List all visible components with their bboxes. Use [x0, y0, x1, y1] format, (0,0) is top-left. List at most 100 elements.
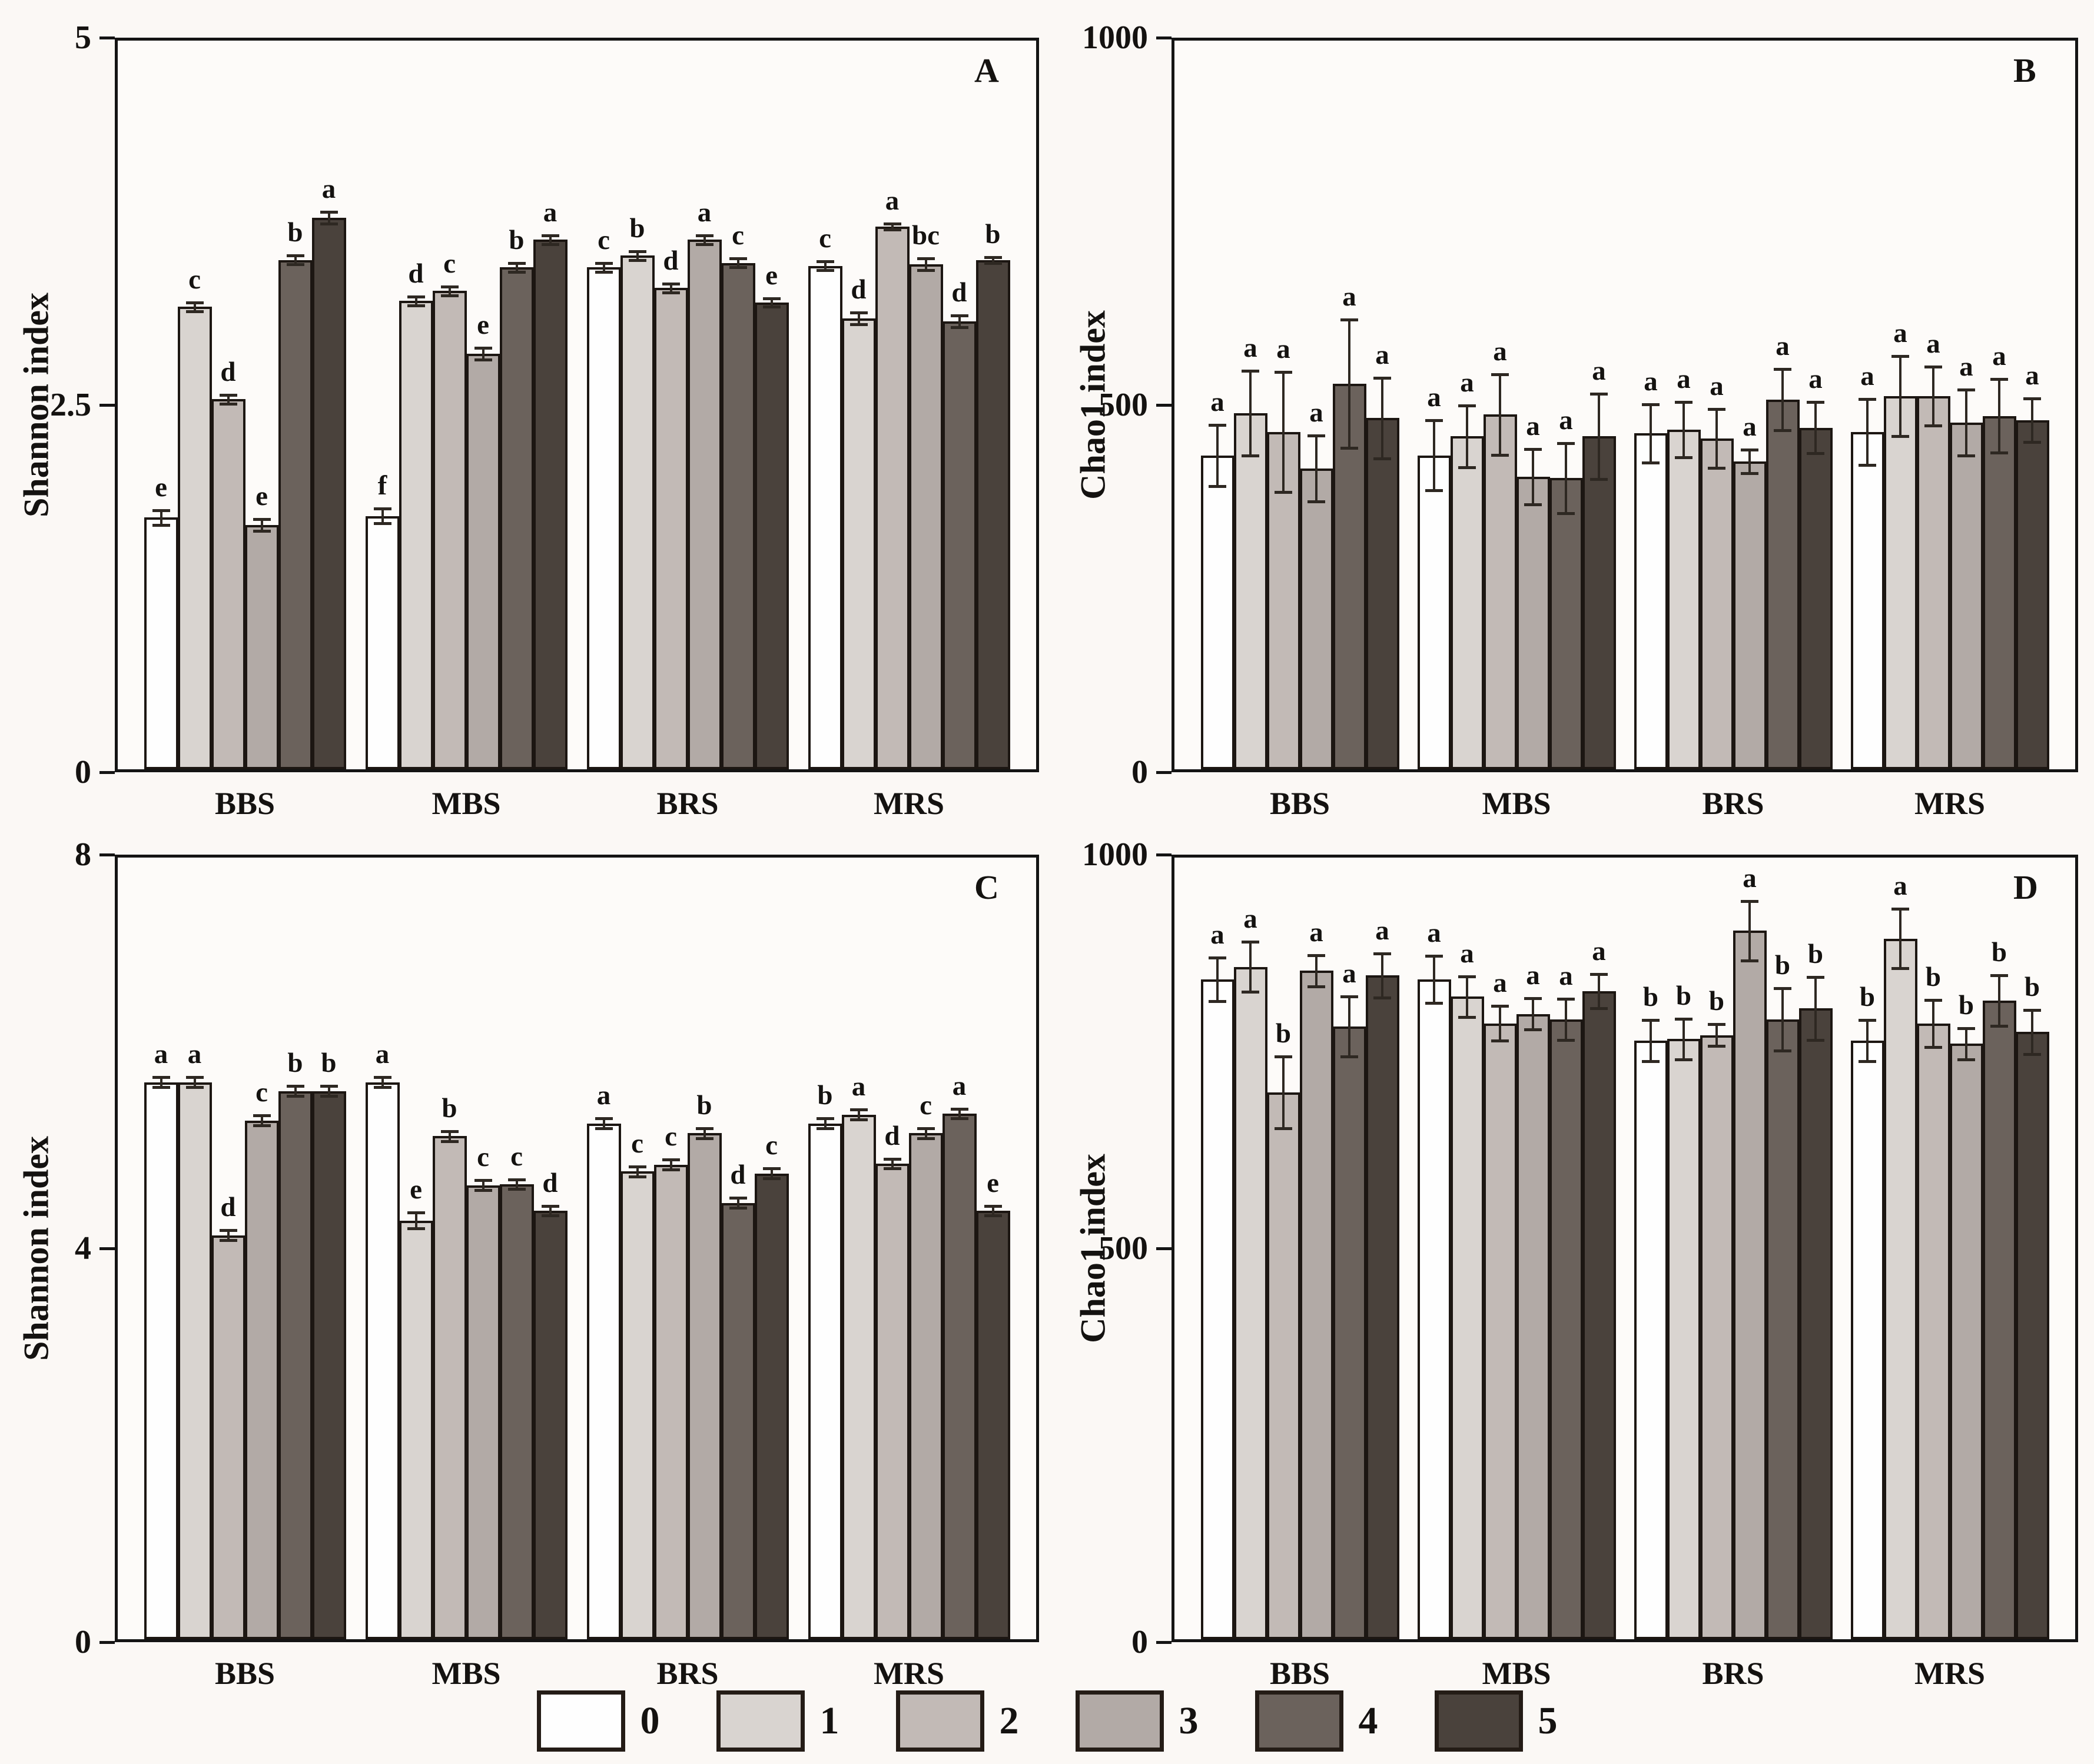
bar-D-MBS-1 — [1451, 996, 1484, 1639]
error-bar-cap — [1590, 477, 1608, 481]
error-bar-cap — [440, 285, 459, 288]
significance-letter: a — [1460, 367, 1474, 398]
error-bar-cap — [1275, 1055, 1292, 1058]
error-bar — [1932, 999, 1934, 1047]
error-bar-cap — [541, 242, 559, 246]
significance-letter: b — [1925, 961, 1942, 992]
significance-letter: e — [410, 1174, 422, 1205]
bar-A-BRS-2 — [654, 288, 688, 769]
error-bar-cap — [1458, 466, 1476, 469]
error-bar-cap — [253, 529, 271, 533]
error-bar-cap — [1774, 1049, 1791, 1053]
error-bar-cap — [1242, 991, 1259, 994]
significance-letter: a — [375, 1039, 390, 1070]
error-bar — [1682, 1018, 1685, 1059]
error-bar-cap — [1425, 954, 1443, 958]
legend-item-5: 5 — [1434, 1690, 1558, 1752]
error-bar-cap — [1859, 463, 1876, 467]
bar-C-BRS-3 — [688, 1133, 722, 1639]
error-bar-cap — [1990, 974, 2008, 978]
bar-B-BRS-2 — [1700, 438, 1734, 769]
panel-c-xtick-BRS: BRS — [656, 1656, 719, 1691]
error-bar-cap — [1425, 1001, 1443, 1005]
panel-c-ytick-label: 8 — [75, 836, 91, 873]
error-bar — [1249, 941, 1252, 992]
error-bar-cap — [1275, 371, 1292, 374]
bar-D-MRS-0 — [1851, 1040, 1884, 1639]
error-bar — [669, 283, 672, 293]
error-bar — [1748, 449, 1751, 473]
legend-label-1: 1 — [819, 1699, 839, 1742]
error-bar — [448, 1131, 451, 1141]
error-bar — [1216, 957, 1219, 1002]
bar-A-MRS-2 — [875, 226, 910, 769]
bar-C-MRS-5 — [976, 1210, 1010, 1639]
error-bar-cap — [1307, 954, 1325, 957]
panel-b-xtick-BBS: BBS — [1269, 786, 1330, 821]
error-bar-cap — [2023, 441, 2041, 444]
panel-a-ytick-label: 2.5 — [50, 387, 91, 423]
error-bar — [193, 302, 196, 311]
error-bar — [1781, 988, 1784, 1051]
bar-D-MRS-5 — [2016, 1032, 2049, 1639]
bar-D-MBS-5 — [1582, 991, 1616, 1639]
error-bar-cap — [628, 1165, 646, 1168]
error-bar-cap — [762, 1167, 781, 1171]
error-bar-cap — [1491, 453, 1509, 457]
error-bar-cap — [1891, 967, 1909, 971]
panel-c-xtick-MRS: MRS — [874, 1656, 944, 1691]
significance-letter: d — [542, 1167, 558, 1198]
significance-letter: a — [1309, 397, 1323, 428]
significance-letter: b — [1275, 1018, 1292, 1049]
error-bar — [260, 519, 263, 531]
error-bar — [636, 1166, 639, 1177]
bar-B-BRS-1 — [1667, 430, 1701, 769]
error-bar — [1715, 1024, 1718, 1047]
error-bar — [1748, 901, 1751, 961]
error-bar-cap — [1373, 376, 1391, 380]
significance-letter: d — [220, 356, 236, 387]
legend-label-0: 0 — [640, 1699, 660, 1742]
significance-letter: b — [1859, 982, 1876, 1013]
bar-D-MBS-3 — [1516, 1014, 1550, 1639]
bar-B-BRS-5 — [1799, 427, 1833, 769]
legend-swatch-2 — [895, 1690, 984, 1752]
error-bar — [482, 1180, 484, 1190]
bar-D-BBS-1 — [1234, 966, 1267, 1639]
error-bar-cap — [1642, 1059, 1660, 1063]
bar-C-BBS-1 — [178, 1082, 212, 1639]
significance-letter: a — [1342, 281, 1356, 312]
panel-c-xtick-BBS: BBS — [214, 1656, 276, 1691]
panel-d-ytick-mark — [1156, 1641, 1172, 1644]
error-bar-cap — [1458, 404, 1476, 408]
error-bar-cap — [849, 311, 868, 315]
error-bar-cap — [185, 310, 204, 313]
error-bar — [891, 1158, 894, 1169]
significance-letter: a — [1644, 366, 1658, 397]
bar-B-MBS-0 — [1418, 455, 1451, 769]
significance-letter: a — [321, 173, 336, 204]
bar-D-MBS-0 — [1418, 979, 1451, 1639]
error-bar — [1998, 379, 2000, 453]
error-bar-cap — [984, 255, 1002, 259]
panel-a-label: A — [974, 51, 999, 89]
bar-B-MBS-3 — [1516, 476, 1550, 769]
error-bar-cap — [695, 1137, 714, 1140]
error-bar-cap — [816, 269, 834, 273]
significance-letter: b — [817, 1080, 833, 1111]
significance-letter: d — [951, 277, 967, 308]
error-bar-cap — [883, 1167, 901, 1171]
error-bar — [602, 263, 605, 272]
panel-c-xtick-MBS: MBS — [432, 1656, 501, 1691]
error-bar-cap — [1524, 1028, 1542, 1032]
error-bar — [1565, 443, 1567, 513]
error-bar — [1466, 976, 1468, 1017]
significance-letter: a — [697, 197, 712, 228]
error-bar-cap — [286, 1085, 304, 1088]
bar-B-BRS-3 — [1733, 461, 1767, 769]
error-bar-cap — [1491, 373, 1509, 376]
error-bar-cap — [1990, 1024, 2008, 1028]
bar-B-BRS-0 — [1634, 433, 1668, 769]
error-bar-cap — [474, 347, 492, 350]
bar-B-MRS-5 — [2016, 420, 2049, 769]
